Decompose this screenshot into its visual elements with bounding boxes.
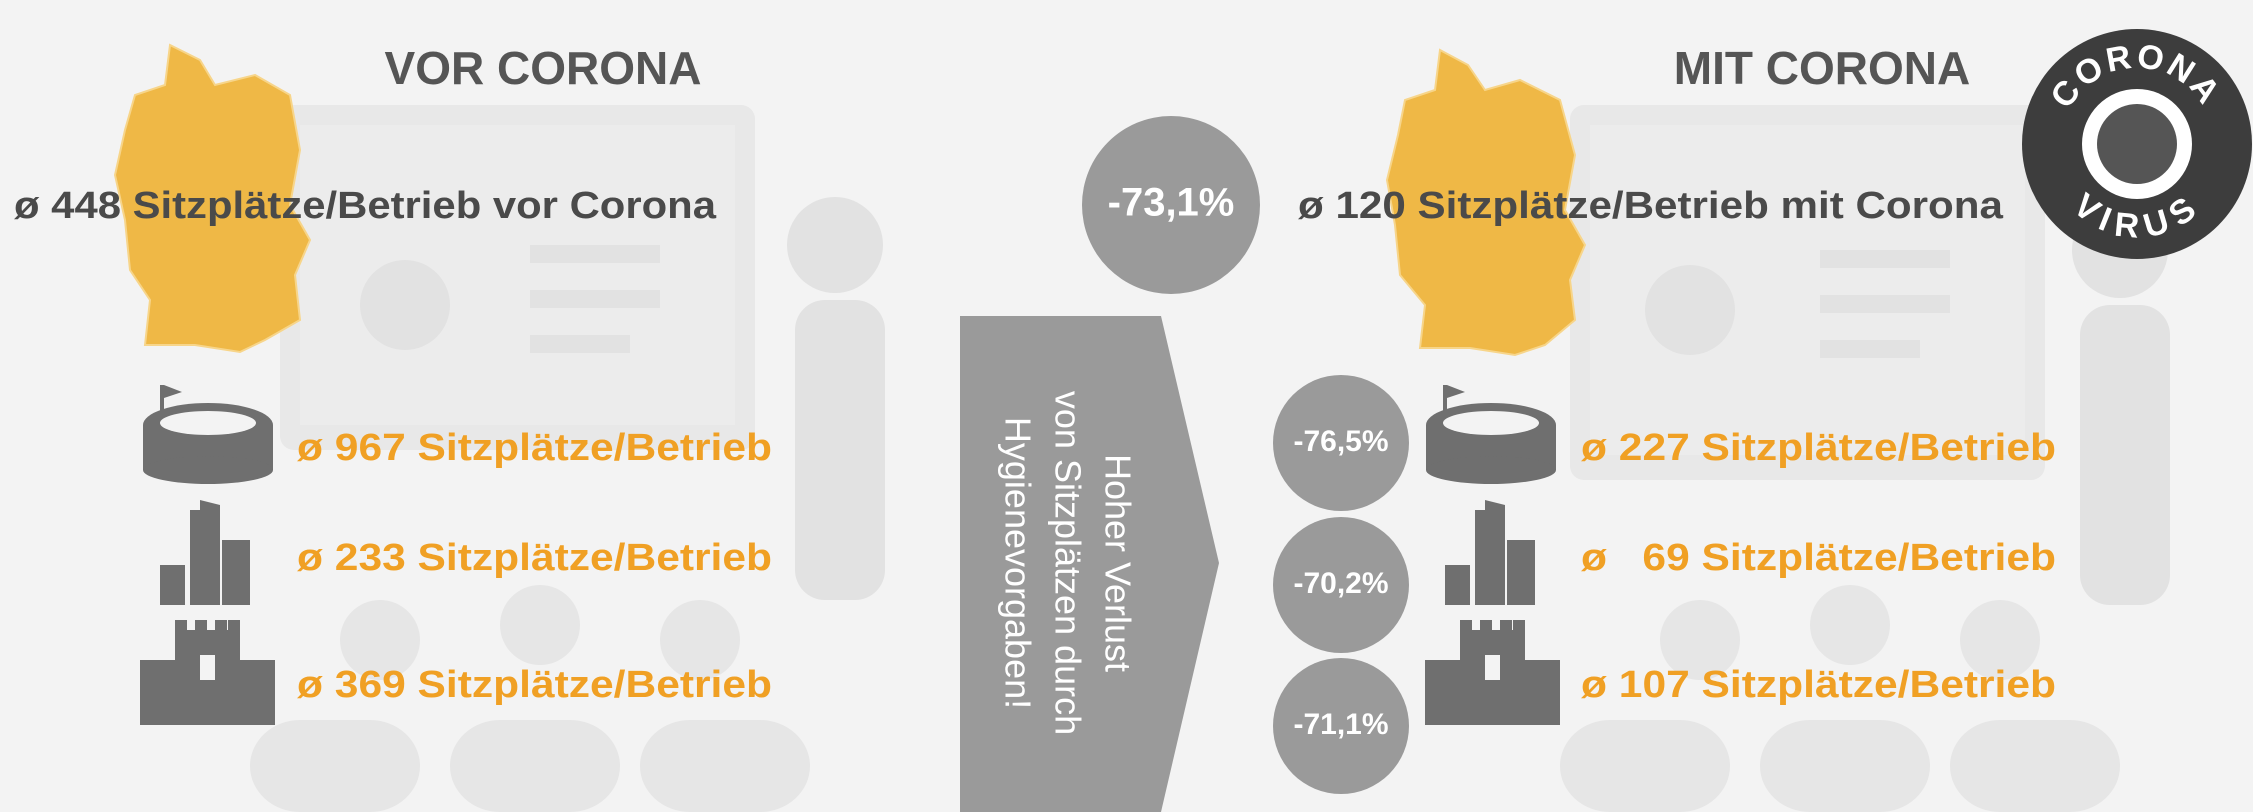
summary: ø 120 Sitzplätze/Betrieb mit Corona bbox=[1298, 185, 2004, 227]
stat-row: ø 233 Sitzplätze/Betrieb bbox=[297, 537, 772, 579]
arrow-text: von Sitzplätzen durch bbox=[1047, 391, 1088, 735]
change: -71,1% bbox=[1293, 708, 1388, 741]
arrow bbox=[960, 316, 1219, 812]
arrow-text: Hygienevorgaben! bbox=[997, 417, 1038, 709]
stadium-icon bbox=[143, 385, 273, 484]
total-change-circle bbox=[1082, 116, 1260, 294]
castle-icon bbox=[140, 620, 275, 725]
change-circle bbox=[1273, 517, 1409, 653]
stadium-icon bbox=[1426, 385, 1556, 484]
stat-row: ø 69 Sitzplätze/Betrieb bbox=[1581, 537, 2056, 579]
city-icon bbox=[160, 500, 250, 605]
stat-row: ø 369 Sitzplätze/Betrieb bbox=[297, 664, 772, 706]
corona-badge: CORONA VIRUS bbox=[2022, 29, 2252, 259]
castle-icon bbox=[1425, 620, 1560, 725]
total-change: -73,1% bbox=[1108, 181, 1235, 225]
section-title: VOR CORONA bbox=[385, 42, 702, 94]
stat-row: ø 227 Sitzplätze/Betrieb bbox=[1581, 427, 2056, 469]
change-circle bbox=[1273, 658, 1409, 794]
summary: ø 448 Sitzplätze/Betrieb vor Corona bbox=[14, 185, 717, 227]
stat-row: ø 107 Sitzplätze/Betrieb bbox=[1581, 664, 2056, 706]
city-icon bbox=[1445, 500, 1535, 605]
section-title: MIT CORONA bbox=[1674, 42, 1970, 94]
germany-map bbox=[1385, 48, 1587, 357]
germany-map bbox=[113, 43, 312, 354]
change: -70,2% bbox=[1293, 567, 1388, 600]
arrow-text: Hoher Verlust bbox=[1097, 454, 1138, 672]
change-circle bbox=[1273, 375, 1409, 511]
background-decor bbox=[250, 105, 2170, 812]
change: -76,5% bbox=[1293, 425, 1388, 458]
stat-row: ø 967 Sitzplätze/Betrieb bbox=[297, 427, 772, 469]
